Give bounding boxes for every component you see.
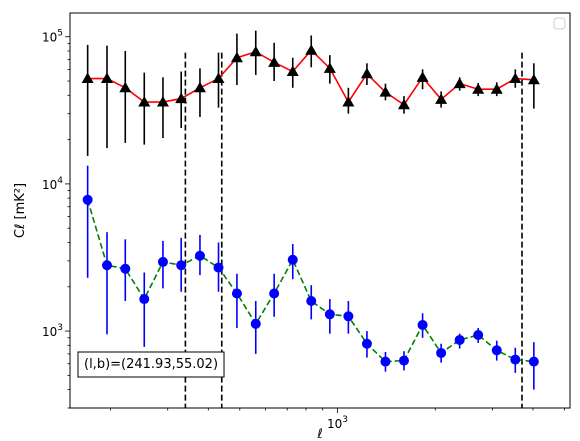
- data-point: [287, 254, 298, 265]
- plot-frame: [69, 12, 571, 409]
- data-point: [473, 330, 484, 341]
- x-tick-label: 103: [327, 415, 348, 431]
- data-point: [175, 92, 188, 104]
- data-point: [120, 263, 131, 274]
- data-point: [250, 318, 261, 329]
- data-point: [305, 44, 318, 55]
- data-point: [343, 311, 354, 322]
- y-tick-label: 105: [42, 29, 63, 45]
- data-point: [397, 98, 410, 110]
- data-point: [490, 83, 503, 94]
- y-tick-label: 104: [42, 176, 63, 192]
- data-point: [342, 96, 355, 107]
- data-point: [138, 96, 151, 107]
- series-layer: [81, 30, 540, 390]
- data-point: [454, 334, 465, 345]
- data-point: [249, 45, 262, 57]
- data-point: [435, 93, 448, 104]
- vertical-dashed-lines: [184, 52, 523, 408]
- legend-box: [553, 17, 566, 30]
- annotation-box: [77, 351, 225, 378]
- data-point: [156, 96, 169, 107]
- data-point: [82, 194, 93, 205]
- data-point: [231, 288, 242, 299]
- data-point: [230, 51, 243, 63]
- data-point: [416, 71, 429, 82]
- data-point: [324, 309, 335, 320]
- data-point: [176, 260, 187, 271]
- data-point: [286, 65, 299, 77]
- data-point: [194, 250, 205, 261]
- data-point: [323, 62, 336, 73]
- data-point: [398, 355, 409, 366]
- data-point: [306, 296, 317, 307]
- data-point: [269, 288, 280, 299]
- series-circle: [82, 165, 539, 390]
- data-point: [213, 262, 224, 273]
- data-point: [379, 86, 392, 97]
- data-point: [361, 338, 372, 349]
- x-axis-label: ℓ: [316, 427, 322, 441]
- tick-labels: 103 103 104 105: [42, 29, 348, 431]
- data-point: [100, 72, 113, 84]
- data-point: [212, 72, 225, 84]
- data-point: [509, 72, 522, 84]
- data-point: [157, 256, 168, 267]
- series-line: [86, 199, 534, 363]
- data-point: [453, 77, 466, 89]
- data-point: [268, 56, 281, 67]
- data-point: [380, 356, 391, 367]
- data-point: [472, 83, 485, 94]
- annotation: (l,b)=(241.93,55.02): [77, 351, 225, 378]
- data-point: [417, 319, 428, 330]
- data-point: [491, 345, 502, 356]
- data-point: [81, 72, 94, 84]
- data-point: [510, 354, 521, 365]
- data-point: [360, 67, 373, 79]
- data-point: [436, 347, 447, 358]
- series-triangle: [81, 30, 540, 156]
- annotation-text: (l,b)=(241.93,55.02): [84, 357, 218, 372]
- data-point: [139, 294, 150, 305]
- data-point: [528, 356, 539, 367]
- data-point: [193, 81, 206, 93]
- y-axis-label: Cℓ [mK²]: [13, 183, 28, 238]
- data-point: [527, 73, 540, 85]
- y-tick-label: 103: [42, 323, 63, 339]
- data-point: [119, 81, 132, 93]
- data-point: [101, 260, 112, 271]
